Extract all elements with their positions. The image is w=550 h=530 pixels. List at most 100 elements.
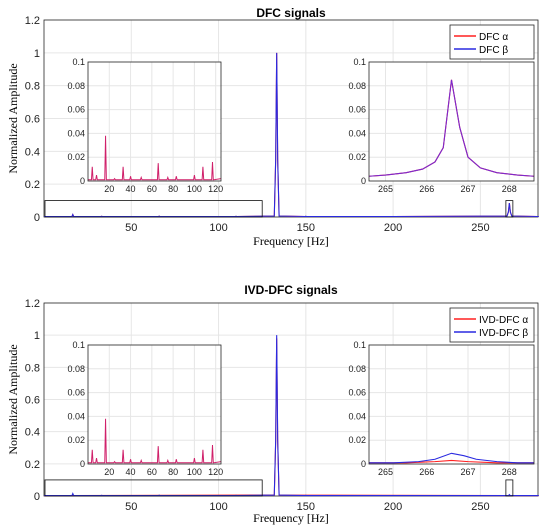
inset-y-tick-label: 0.08: [348, 364, 366, 374]
legend-label: IVD-DFC β: [479, 328, 528, 339]
y-tick-label: 1: [34, 330, 40, 342]
inset-x-tick-label: 80: [168, 467, 178, 477]
y-axis-label: Normalized Amplitude: [6, 344, 20, 454]
inset-y-tick-label: 0.04: [67, 128, 85, 138]
inset-y-tick-label: 0.08: [67, 81, 85, 91]
inset-y-tick-label: 0.02: [348, 152, 366, 162]
inset-background: [88, 62, 221, 181]
x-tick-label: 150: [297, 501, 315, 513]
inset-x-tick-label: 100: [187, 184, 202, 194]
x-tick-label: 150: [297, 222, 315, 234]
inset-y-tick-label: 0: [361, 459, 366, 469]
inset-x-tick-label: 267: [460, 184, 475, 194]
inset-y-tick-label: 0.04: [348, 128, 366, 138]
inset-x-tick-label: 20: [104, 467, 114, 477]
chart-title: IVD-DFC signals: [244, 283, 338, 297]
inset-x-tick-label: 266: [419, 467, 434, 477]
x-tick-label: 50: [125, 501, 137, 513]
y-tick-label: 0.2: [25, 459, 40, 471]
x-tick-label: 250: [471, 222, 489, 234]
y-tick-label: 1.2: [25, 298, 40, 310]
y-tick-label: 0.4: [25, 146, 40, 158]
series-line-beta: [44, 335, 539, 497]
inset-y-tick-label: 0.06: [67, 388, 85, 398]
axes-box: [43, 19, 539, 218]
inset-box: [87, 61, 222, 182]
x-tick-label: 100: [209, 501, 227, 513]
inset-x-tick-label: 267: [460, 467, 475, 477]
x-tick-label: 200: [384, 222, 402, 234]
series-line-beta: [44, 52, 539, 218]
inset-y-tick-label: 0.04: [67, 411, 85, 421]
inset-x-tick-label: 20: [104, 184, 114, 194]
legend-box: [449, 307, 535, 343]
x-tick-label: 50: [125, 222, 137, 234]
inset-series-beta: [368, 79, 535, 177]
inset-y-tick-label: 0.08: [348, 81, 366, 91]
inset-y-tick-label: 0: [80, 176, 85, 186]
inset-x-tick-label: 60: [147, 184, 157, 194]
inset-y-tick-label: 0.06: [67, 105, 85, 115]
inset-x-tick-label: 60: [147, 467, 157, 477]
y-tick-label: 0.2: [25, 179, 40, 191]
inset-background: [369, 345, 534, 464]
x-tick-label: 100: [209, 222, 227, 234]
inset-x-tick-label: 268: [502, 184, 517, 194]
y-tick-label: 0: [34, 491, 40, 503]
inset-x-tick-label: 266: [419, 184, 434, 194]
inset-y-tick-label: 0.02: [67, 152, 85, 162]
inset-axes-1: 0 0.02 0.04 0.06 0.08 0.1 20 40 60 80 100 120: [67, 57, 223, 194]
inset-x-tick-label: 80: [168, 184, 178, 194]
zoom-region-box: [505, 200, 514, 218]
inset-y-tick-label: 0: [80, 459, 85, 469]
x-tick-label: 250: [471, 501, 489, 513]
legend-label: DFC β: [479, 45, 508, 56]
x-tick-label: 200: [384, 501, 402, 513]
inset-series-beta: [369, 452, 534, 464]
inset-y-tick-label: 0.02: [348, 435, 366, 445]
inset-y-tick-label: 0.1: [72, 340, 85, 350]
inset-series-line: [88, 418, 222, 464]
inset-box: [87, 344, 222, 465]
inset-background: [88, 345, 221, 464]
inset-y-tick-label: 0.06: [348, 388, 366, 398]
inset-series-alpha: [369, 459, 534, 464]
inset-y-tick-label: 0.04: [348, 411, 366, 421]
inset-x-tick-label: 100: [187, 467, 202, 477]
inset-y-tick-label: 0.1: [353, 57, 366, 67]
inset-y-tick-label: 0.1: [353, 340, 366, 350]
x-axis-label: Frequency [Hz]: [253, 511, 329, 525]
inset-x-tick-label: 265: [378, 184, 393, 194]
legend-label: DFC α: [479, 32, 508, 43]
y-tick-label: 0.8: [25, 81, 40, 93]
inset-x-tick-label: 265: [378, 467, 393, 477]
y-tick-label: 1.2: [25, 15, 40, 27]
zoom-region-box: [505, 479, 514, 497]
inset-y-tick-label: 0.02: [67, 435, 85, 445]
inset-y-tick-label: 0: [361, 176, 366, 186]
inset-y-tick-label: 0.08: [67, 364, 85, 374]
zoom-region-box: [44, 479, 263, 497]
zoom-region-box: [44, 200, 263, 218]
chart-title: DFC signals: [256, 6, 326, 20]
inset-x-tick-label: 40: [126, 184, 136, 194]
inset-x-tick-label: 268: [502, 467, 517, 477]
y-tick-label: 0.4: [25, 427, 40, 439]
inset-axes-2: 0 0.02 0.04 0.06 0.08 0.1 265 266 267 268: [348, 57, 535, 194]
inset-axes-1: 0 0.02 0.04 0.06 0.08 0.1 20 40 60 80 100 120: [67, 340, 223, 477]
legend-box: [449, 24, 535, 60]
inset-y-tick-label: 0.06: [348, 105, 366, 115]
y-axis-label: Normalized Amplitude: [6, 63, 20, 173]
y-tick-label: 0.6: [25, 395, 40, 407]
inset-box: [368, 344, 535, 465]
legend-label: IVD-DFC α: [479, 315, 528, 326]
inset-axes-2: 0 0.02 0.04 0.06 0.08 0.1 265 266 267 268: [348, 340, 535, 477]
inset-x-tick-label: 40: [126, 467, 136, 477]
y-tick-label: 0: [34, 212, 40, 224]
inset-box: [368, 61, 535, 182]
inset-series-line: [88, 135, 222, 181]
inset-y-tick-label: 0.1: [72, 57, 85, 67]
